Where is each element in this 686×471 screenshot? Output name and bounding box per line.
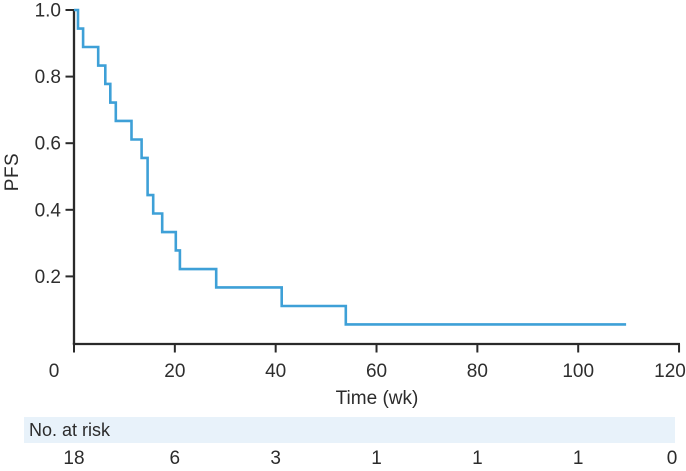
- x-tick-label: 60: [366, 361, 387, 382]
- risk-count: 6: [169, 448, 181, 469]
- risk-count: 0: [666, 448, 678, 469]
- x-axis-title: Time (wk): [335, 388, 419, 409]
- x-tick-label: 80: [467, 361, 488, 382]
- x-tick-label: 120: [654, 361, 686, 382]
- y-tick-label: 0.8: [35, 67, 61, 88]
- x-tick-label: 100: [562, 361, 594, 382]
- y-tick-label: 0.4: [35, 200, 62, 221]
- risk-count: 1: [472, 448, 483, 469]
- x-tick-label: 40: [265, 361, 286, 382]
- risk-count: 1: [572, 448, 584, 469]
- at-risk-counts-row: 18 6 3 1 1 1 0: [0, 449, 686, 471]
- y-tick-label: 0.6: [35, 134, 61, 155]
- risk-count: 3: [270, 448, 281, 469]
- x-tick-label: 20: [164, 361, 185, 382]
- at-risk-band: No. at risk: [24, 417, 675, 443]
- at-risk-label: No. at risk: [29, 419, 111, 440]
- y-tick-label: 0.2: [35, 267, 61, 288]
- km-curve: [74, 8, 627, 326]
- y-tick-label: 1.0: [35, 1, 61, 22]
- risk-count: 18: [63, 448, 85, 469]
- km-chart-svg: 1.0 0.8 0.6 0.4 0.2 0 20 40 60 80 100 120: [35, 1, 686, 383]
- risk-count: 1: [371, 448, 382, 469]
- y-axis-title: PFS: [2, 152, 23, 192]
- x-tick-label: 0: [49, 361, 60, 382]
